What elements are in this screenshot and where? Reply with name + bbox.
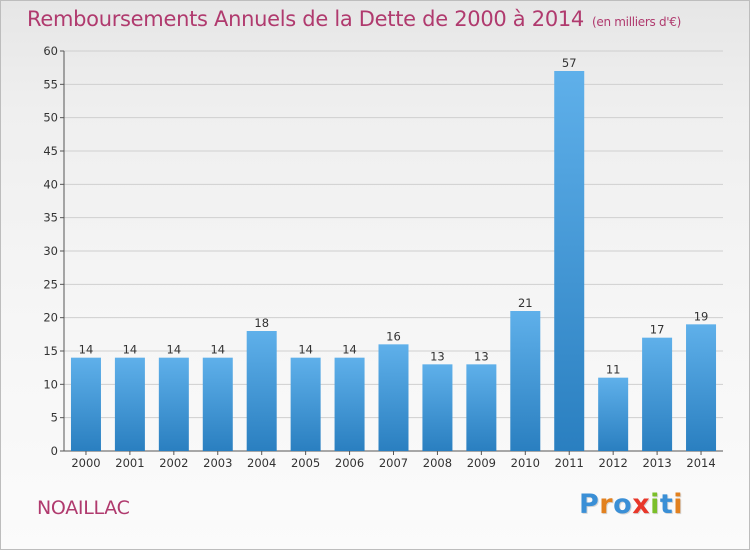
x-tick-label-2001: 2001 <box>115 456 144 470</box>
bar-2006 <box>334 357 365 451</box>
bar-2008 <box>422 364 453 451</box>
x-tick-label-2000: 2000 <box>71 456 100 470</box>
data-label-2006: 14 <box>342 343 357 357</box>
x-tick-label-2008: 2008 <box>423 456 452 470</box>
bar-2012 <box>598 377 629 451</box>
logo-letter: i <box>650 489 660 520</box>
y-tick-label: 30 <box>43 244 58 258</box>
x-tick-label-2004: 2004 <box>247 456 276 470</box>
data-label-2008: 13 <box>430 349 445 363</box>
data-label-2013: 17 <box>650 323 665 337</box>
y-tick-label: 15 <box>43 344 58 358</box>
x-tick-label-2013: 2013 <box>642 456 671 470</box>
logo-letter: i <box>673 489 684 520</box>
y-tick-label: 10 <box>43 377 58 391</box>
bar-2003 <box>202 357 233 451</box>
chart-unit: (en milliers d'€) <box>592 15 682 29</box>
y-tick-label: 35 <box>43 211 58 225</box>
x-tick-label-2005: 2005 <box>291 456 320 470</box>
bar-2009 <box>466 364 497 451</box>
x-tick-label-2012: 2012 <box>599 456 628 470</box>
x-tick-label-2003: 2003 <box>203 456 232 470</box>
y-tick-label: 5 <box>51 411 58 425</box>
y-tick-label: 25 <box>43 277 58 291</box>
x-tick-label-2010: 2010 <box>511 456 540 470</box>
data-label-2009: 13 <box>474 349 489 363</box>
x-tick-labels: 2000 2001 2002 2003 2004 2005 2006 2007 2008 2009… <box>71 456 715 470</box>
x-tick-label-2009: 2009 <box>467 456 496 470</box>
y-tick-label: 45 <box>43 144 58 158</box>
chart-title-text: Remboursements Annuels de la Dette de 20… <box>27 7 584 31</box>
data-label-2000: 14 <box>79 343 94 357</box>
y-tick-label: 40 <box>43 177 58 191</box>
x-tick-label-2006: 2006 <box>335 456 364 470</box>
bar-2010 <box>510 311 541 451</box>
bar-2007 <box>378 344 409 451</box>
data-label-2004: 18 <box>254 316 269 330</box>
x-tick-label-2011: 2011 <box>555 456 584 470</box>
data-label-2010: 21 <box>518 296 533 310</box>
data-label-2002: 14 <box>167 343 182 357</box>
logo-letter: P <box>579 489 600 520</box>
y-tick-label: 60 <box>43 44 58 58</box>
data-labels: 14 14 14 14 18 14 14 16 13 13 21 57 11 17 19 <box>79 56 709 377</box>
bar-2001 <box>114 357 145 451</box>
logo-letter: o <box>613 489 633 520</box>
proxiti-logo: Proxiti <box>579 489 683 520</box>
data-label-2005: 14 <box>298 343 313 357</box>
y-tick-label: 20 <box>43 311 58 325</box>
y-tick-labels: 0 5 10 15 20 25 30 35 40 45 50 55 60 <box>43 44 58 458</box>
data-label-2012: 11 <box>606 363 621 377</box>
logo-letter: t <box>659 489 674 520</box>
x-tick-label-2007: 2007 <box>379 456 408 470</box>
bars <box>70 71 717 451</box>
y-tick-label: 55 <box>43 77 58 91</box>
bar-2002 <box>158 357 189 451</box>
commune-name: NOAILLAC <box>37 497 130 519</box>
logo-letter: r <box>599 489 614 520</box>
logo-letter: x <box>632 489 651 520</box>
data-label-2003: 14 <box>210 343 225 357</box>
data-label-2011: 57 <box>562 56 577 70</box>
bar-2005 <box>290 357 321 451</box>
data-label-2007: 16 <box>386 329 401 343</box>
x-tick-label-2014: 2014 <box>686 456 715 470</box>
bar-2013 <box>642 337 673 451</box>
x-tick-label-2002: 2002 <box>159 456 188 470</box>
y-tick-label: 50 <box>43 111 58 125</box>
bar-2014 <box>686 324 717 451</box>
chart-title: Remboursements Annuels de la Dette de 20… <box>27 7 681 31</box>
y-tick-label: 0 <box>51 444 58 458</box>
data-label-2001: 14 <box>123 343 138 357</box>
bar-2000 <box>70 357 101 451</box>
data-label-2014: 19 <box>694 309 709 323</box>
bar-2004 <box>246 331 277 451</box>
bar-2011 <box>554 71 585 451</box>
